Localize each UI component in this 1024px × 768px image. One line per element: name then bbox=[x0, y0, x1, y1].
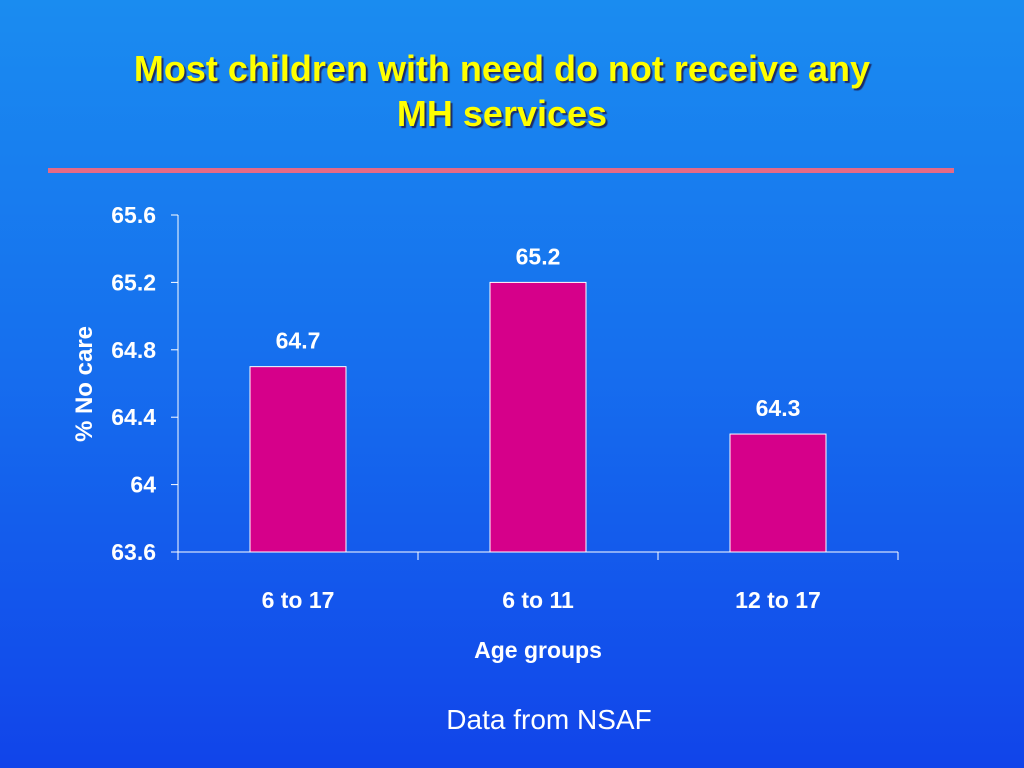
bar bbox=[489, 281, 587, 553]
y-tick-label: 64.8 bbox=[111, 337, 156, 363]
slide-title-line-2: MH services bbox=[396, 93, 608, 134]
title-divider bbox=[48, 168, 954, 173]
data-label: 64.7 bbox=[276, 328, 321, 354]
x-axis-title: Age groups bbox=[474, 637, 602, 663]
y-tick-label: 63.6 bbox=[111, 539, 156, 565]
slide-title: Most children with need do not receive a… bbox=[40, 46, 964, 136]
x-tick-label: 6 to 11 bbox=[502, 587, 574, 613]
y-tick-label: 64.4 bbox=[111, 404, 156, 430]
data-label: 65.2 bbox=[516, 243, 561, 269]
bar bbox=[729, 433, 827, 553]
slide-title-line-1: Most children with need do not receive a… bbox=[133, 48, 871, 89]
y-tick-label: 64 bbox=[130, 472, 156, 498]
y-tick-label: 65.2 bbox=[111, 269, 156, 295]
y-tick-label: 65.6 bbox=[111, 202, 156, 228]
x-tick-label: 6 to 17 bbox=[262, 587, 335, 613]
footnote: Data from NSAF bbox=[446, 704, 652, 735]
bar bbox=[249, 366, 347, 553]
x-tick-label: 12 to 17 bbox=[735, 587, 821, 613]
data-label: 64.3 bbox=[756, 395, 801, 421]
y-axis-title: % No care bbox=[71, 326, 98, 442]
